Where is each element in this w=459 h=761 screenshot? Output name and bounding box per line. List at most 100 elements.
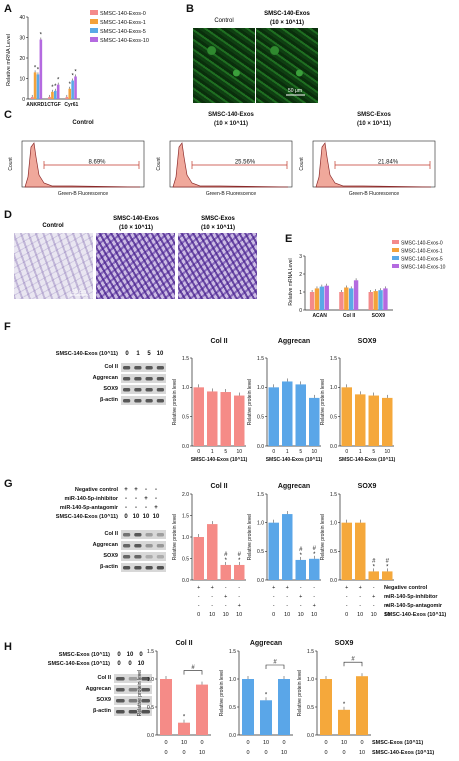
g-axis-val: 0 <box>345 612 348 618</box>
g0-ytick-label-2: 1.0 <box>182 535 189 541</box>
g-star-annotation: * <box>386 564 389 570</box>
g-blot-band <box>123 544 131 548</box>
f-xtick: 10 <box>384 449 390 455</box>
e-bar <box>319 286 325 310</box>
b-exos-label: SMSC-140-Exos <box>264 11 310 17</box>
g-row-val: - <box>125 505 127 511</box>
g-row-val: - <box>145 487 147 493</box>
g-axis-val: + <box>224 594 227 600</box>
g-axis-val: + <box>372 594 375 600</box>
f2-ytick-label-2: 1.0 <box>330 385 337 391</box>
f0-ytick-label-2: 1.0 <box>182 385 189 391</box>
f-dose-1: 1 <box>136 351 140 357</box>
f-ylabel-0: Relative protein level <box>172 379 178 425</box>
b-scale-label: 50 μm <box>288 88 302 94</box>
g-blot-band <box>145 544 153 548</box>
h-blot-band <box>116 699 125 703</box>
c-histogram-1 <box>172 142 289 188</box>
f-blot-strip-0 <box>121 363 166 372</box>
g-star-annotation: * <box>300 553 303 559</box>
c-xlabel-1: Green-B Fluorescence <box>206 191 257 197</box>
a-star-annotation: * <box>34 65 37 71</box>
g-axis-val: - <box>273 594 275 600</box>
h1-ytick-label-2: 1.0 <box>229 677 236 683</box>
e-ylabel: Relative mRNA Level <box>288 258 294 305</box>
h-blot-band <box>128 688 138 692</box>
a-legend-label: SMSC-140-Exos-1 <box>100 20 146 26</box>
g-axis-val: - <box>198 594 200 600</box>
h-row-val: 10 <box>138 661 145 667</box>
c-percent-0: 8.69% <box>88 160 106 166</box>
c-ylabel-0: Count <box>8 157 14 171</box>
h-blot-band <box>128 710 138 714</box>
h-blot-label-1: Aggrecan <box>86 686 112 692</box>
g-blot-strip-0 <box>121 530 166 539</box>
h-bracket-2 <box>343 661 363 667</box>
e-xtick-label: SOX9 <box>372 313 386 319</box>
f-xtick: 5 <box>299 449 302 455</box>
e-ytick-label-0: 0 <box>299 308 302 314</box>
g-axis-val: + <box>386 603 389 609</box>
f-blot-band <box>156 366 164 370</box>
e-ytick-label-3: 3 <box>299 254 302 260</box>
f2-ytick-label-0: 0.0 <box>330 444 337 450</box>
g1-ytick-label-1: 0.5 <box>257 549 264 555</box>
f-bar <box>355 394 366 446</box>
g-blot-band <box>156 555 164 559</box>
h-blot-label-2: SOX9 <box>96 697 111 703</box>
g-hash-annotation: # <box>386 558 390 564</box>
g-blot-band <box>145 566 153 570</box>
g-blot-band <box>123 533 131 537</box>
g-hash-annotation: # <box>313 546 317 552</box>
g-axis-val: + <box>197 585 200 591</box>
h-title-2: SOX9 <box>335 640 354 647</box>
a-star-annotation: * <box>54 84 57 90</box>
h-bar <box>356 676 368 735</box>
f2-ytick-label-1: 0.5 <box>330 414 337 420</box>
g1-ytick-label-3: 1.5 <box>257 492 264 498</box>
f-blot-band <box>145 399 153 403</box>
b-control-label: Control <box>214 18 233 24</box>
g-bar <box>368 571 379 580</box>
c-percent-2: 21.84% <box>378 160 399 166</box>
h-title-1: Aggrecan <box>250 640 282 647</box>
h-star-annotation: * <box>265 692 268 698</box>
g-row-val: - <box>155 487 157 493</box>
c-title-2: SMSC-Exos <box>357 112 391 118</box>
g-blot-label-1: Aggrecan <box>93 542 119 548</box>
g-axis-val: + <box>238 603 241 609</box>
f-bar <box>282 381 293 446</box>
g-row-val: 10 <box>133 514 140 520</box>
a-bar <box>36 74 40 99</box>
g-hash-annotation: # <box>372 558 376 564</box>
h-axis-val: 10 <box>341 740 347 746</box>
h-ylabel-2: Relative protein level <box>297 670 303 716</box>
a-bar <box>33 72 37 99</box>
g-axis-val: - <box>313 594 315 600</box>
e-legend-swatch <box>392 248 399 252</box>
f-bar <box>309 397 320 446</box>
f1-ytick-label-2: 1.0 <box>257 385 264 391</box>
h1-ytick-label-3: 1.5 <box>229 649 236 655</box>
a-legend-label: SMSC-140-Exos-0 <box>100 11 146 17</box>
micrograph-b-control <box>193 28 255 103</box>
g-hash-annotation: # <box>299 547 303 553</box>
f1-ytick-label-3: 1.5 <box>257 356 264 362</box>
f-blot-band <box>145 388 153 392</box>
g-blot-strip-1 <box>121 541 166 550</box>
f-title-2: SOX9 <box>358 338 377 345</box>
g-blot-band <box>134 555 142 559</box>
g-axis-val: + <box>313 603 316 609</box>
c-percent-1: 25.56% <box>235 160 256 166</box>
h-star-annotation: * <box>343 702 346 708</box>
h-blot-band <box>141 688 150 692</box>
g-axis-val: - <box>286 594 288 600</box>
g-row-val: + <box>134 487 138 493</box>
g-bar <box>207 524 218 580</box>
g1-ytick-label-0: 0.0 <box>257 578 264 584</box>
h-axis-val: 0 <box>264 750 267 756</box>
f-blot-band <box>145 377 153 381</box>
a-star-annotation: * <box>74 69 77 75</box>
g-blot-band <box>123 555 131 559</box>
g-row-val: 10 <box>153 514 160 520</box>
